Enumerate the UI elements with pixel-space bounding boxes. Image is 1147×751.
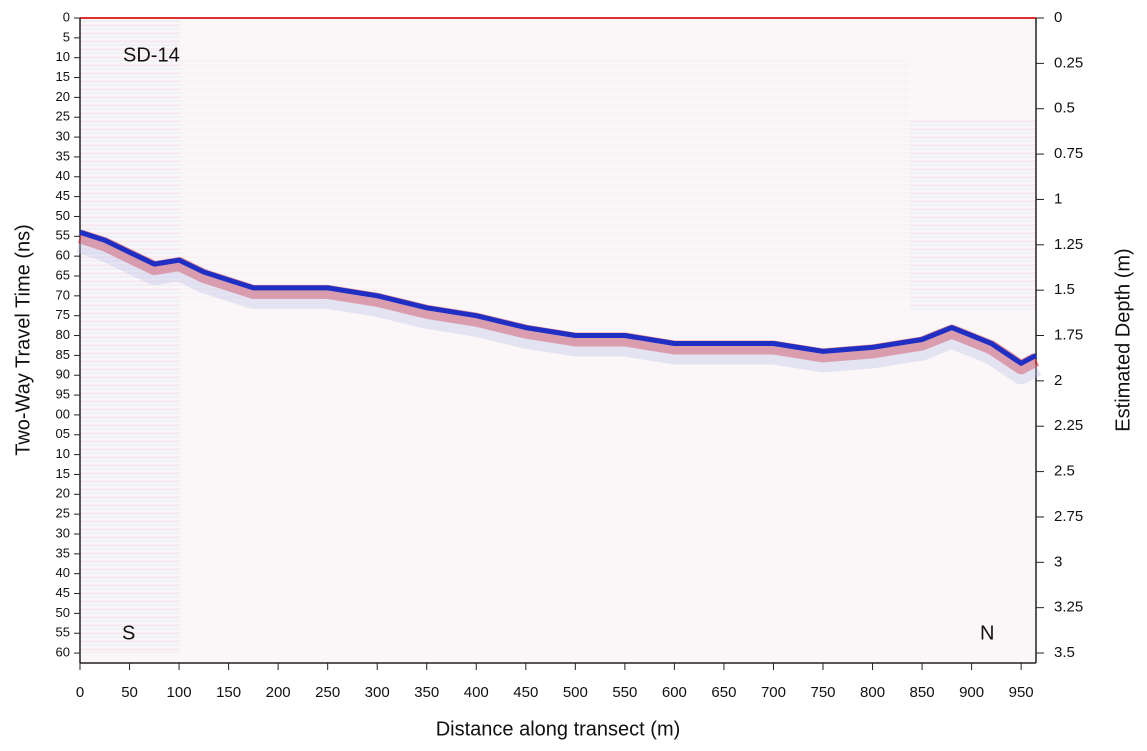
- y-tick-label: 60: [56, 248, 70, 263]
- y-tick-label: 0: [63, 9, 70, 24]
- y-tick-label: 60: [56, 645, 70, 660]
- y-tick-label: 75: [56, 307, 70, 322]
- y-tick-label: 40: [56, 168, 70, 183]
- x-tick-label: 150: [216, 684, 241, 701]
- y2-tick-label: 0.25: [1054, 54, 1083, 71]
- y-tick-label: 50: [56, 605, 70, 620]
- x-tick-label: 50: [121, 684, 138, 701]
- texture: [910, 120, 1036, 310]
- x-tick-label: 500: [563, 684, 588, 701]
- y-tick-label: 85: [56, 347, 70, 362]
- x-tick-label: 100: [167, 684, 192, 701]
- y-tick-label: 40: [56, 565, 70, 580]
- y2-tick-label: 0: [1054, 9, 1062, 26]
- x-tick-label: 750: [810, 684, 835, 701]
- y-tick-label: 45: [56, 188, 70, 203]
- y-tick-label: 35: [56, 545, 70, 560]
- y-tick-label: 55: [56, 228, 70, 243]
- y-tick-label: 95: [56, 387, 70, 402]
- y-tick-label: 70: [56, 287, 70, 302]
- x-tick-label: 650: [711, 684, 736, 701]
- y2-tick-label: 3: [1054, 553, 1062, 570]
- x-tick-label: 550: [612, 684, 637, 701]
- y-tick-label: 90: [56, 367, 70, 382]
- y-tick-label: 30: [56, 525, 70, 540]
- x-tick-label: 800: [860, 684, 885, 701]
- y-tick-label: 80: [56, 327, 70, 342]
- reflector-line: [79, 229, 1038, 366]
- y-tick-label: 20: [56, 486, 70, 501]
- x-tick-label: 400: [464, 684, 489, 701]
- y-tick-label: 10: [56, 49, 70, 64]
- y2-tick-label: 0.5: [1054, 100, 1075, 117]
- x-tick-label: 900: [959, 684, 984, 701]
- y2-tick-label: 3.5: [1054, 644, 1075, 661]
- x-tick-label: 450: [513, 684, 538, 701]
- y2-tick-label: 2.25: [1054, 417, 1083, 434]
- reflector-halo: [76, 231, 1042, 385]
- title: SD-14: [123, 44, 180, 66]
- texture: [80, 18, 180, 653]
- y-tick-label: 05: [56, 426, 70, 441]
- y-tick-label: 10: [56, 446, 70, 461]
- y-tick-label: 15: [56, 69, 70, 84]
- x-tick-label: 950: [1009, 684, 1034, 701]
- y-tick-label: 5: [63, 29, 70, 44]
- annotation: N: [980, 622, 994, 644]
- x-tick-label: 0: [76, 684, 84, 701]
- y2-tick-label: 2.5: [1054, 463, 1075, 480]
- y2-tick-label: 2: [1054, 372, 1062, 389]
- x-axis-label: Distance along transect (m): [436, 718, 681, 740]
- x-tick-label: 250: [315, 684, 340, 701]
- y2-tick-label: 1: [1054, 190, 1062, 207]
- texture: [180, 60, 910, 300]
- y-tick-label: 50: [56, 208, 70, 223]
- y-tick-label: 20: [56, 89, 70, 104]
- y-tick-label: 45: [56, 585, 70, 600]
- y-tick-label: 25: [56, 109, 70, 124]
- x-tick-label: 850: [910, 684, 935, 701]
- annotation: S: [122, 622, 135, 644]
- y-tick-label: 00: [56, 406, 70, 421]
- y2-axis-label: Estimated Depth (m): [1112, 248, 1134, 431]
- y2-tick-label: 1.25: [1054, 236, 1083, 253]
- y-tick-label: 15: [56, 466, 70, 481]
- y2-tick-label: 3.25: [1054, 599, 1083, 616]
- x-tick-label: 200: [266, 684, 291, 701]
- y2-tick-label: 2.75: [1054, 508, 1083, 525]
- y2-tick-label: 1.75: [1054, 326, 1083, 343]
- y-axis-label: Two-Way Travel Time (ns): [12, 224, 34, 456]
- y-tick-label: 65: [56, 267, 70, 282]
- y-tick-label: 55: [56, 625, 70, 640]
- y-tick-label: 30: [56, 129, 70, 144]
- x-tick-label: 350: [414, 684, 439, 701]
- y2-tick-label: 1.5: [1054, 281, 1075, 298]
- x-tick-label: 300: [365, 684, 390, 701]
- y2-tick-label: 0.75: [1054, 145, 1083, 162]
- x-tick-label: 700: [761, 684, 786, 701]
- y-tick-label: 25: [56, 506, 70, 521]
- x-tick-label: 600: [662, 684, 687, 701]
- reflector-halo: [77, 229, 1040, 375]
- y-tick-label: 35: [56, 148, 70, 163]
